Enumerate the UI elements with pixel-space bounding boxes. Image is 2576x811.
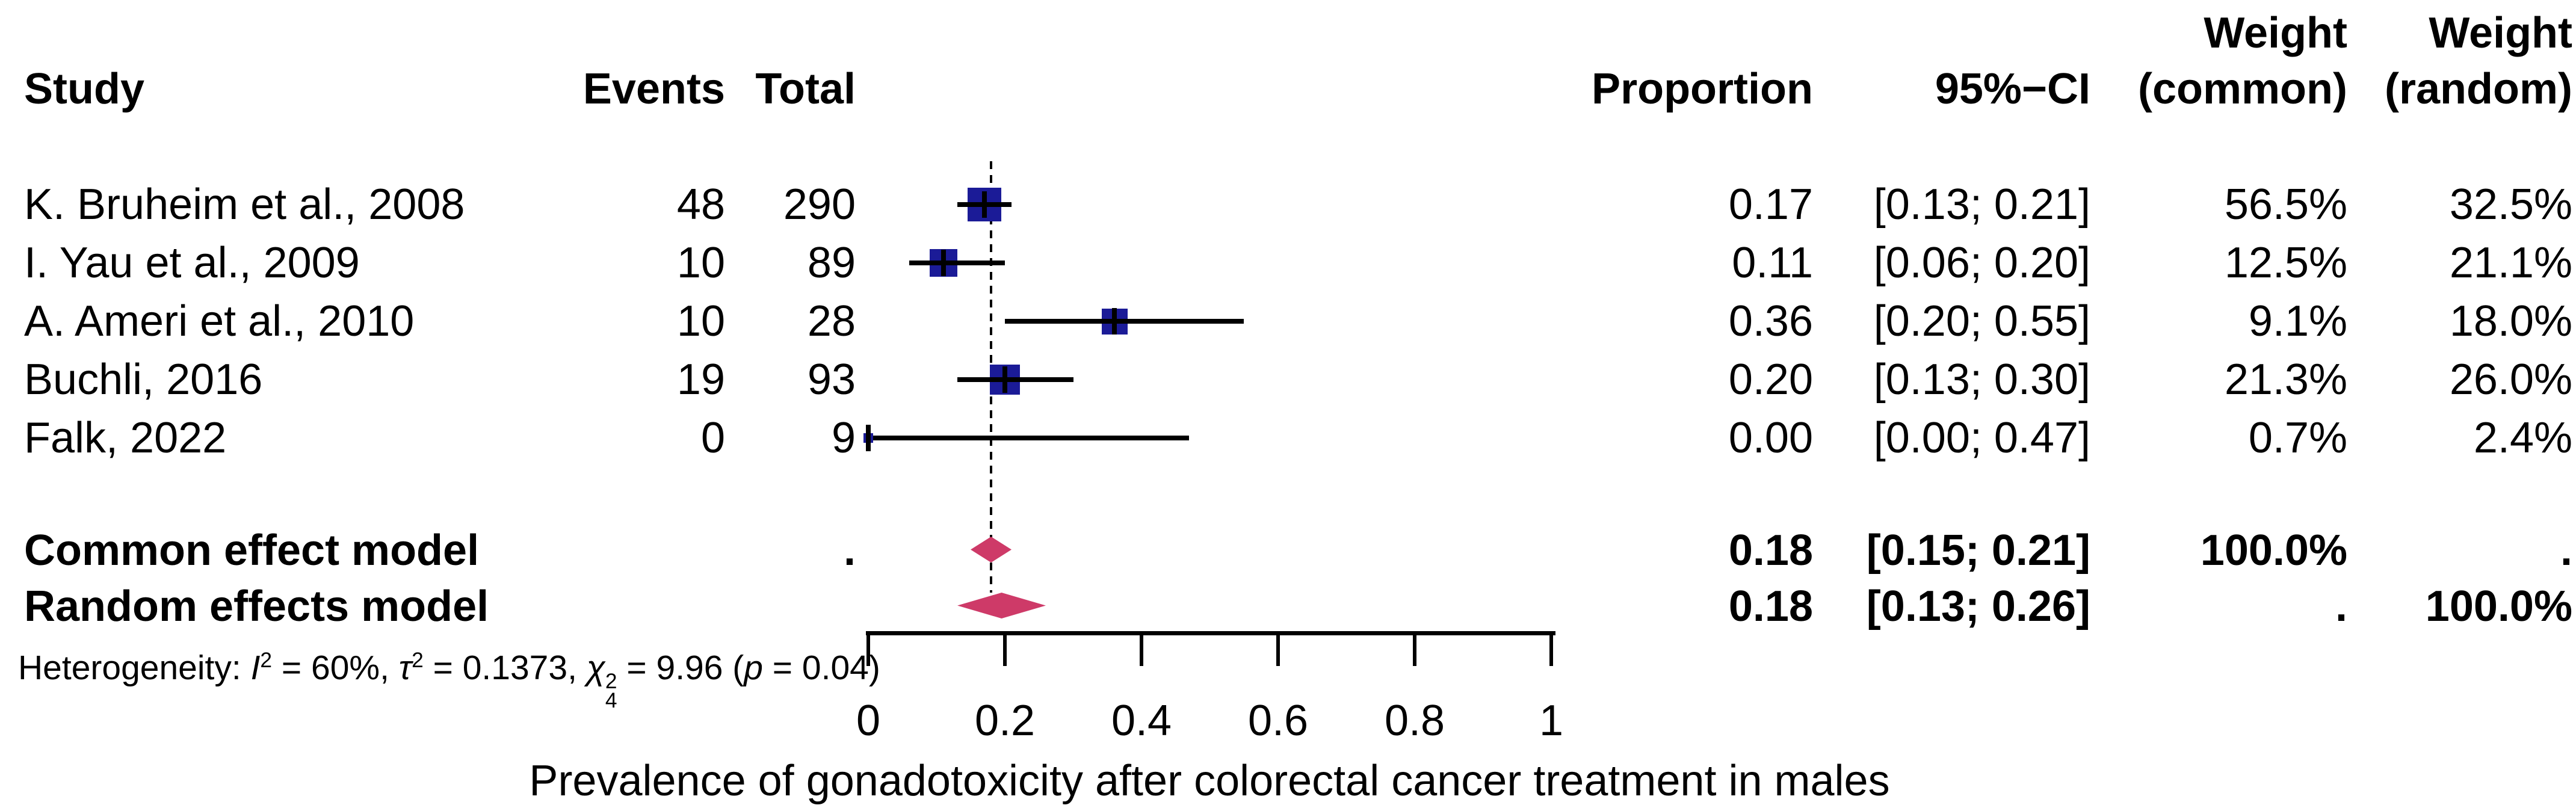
x-axis-tick xyxy=(1276,631,1280,666)
het-i-sup: 2 xyxy=(260,649,273,672)
study-ci: [0.06; 0.20] xyxy=(1873,239,2090,287)
study-weight-common: 9.1% xyxy=(2248,297,2347,345)
estimate-tick xyxy=(982,191,987,218)
het-seg2: = 0.1373, xyxy=(423,649,587,687)
study-proportion: 0.11 xyxy=(1732,239,1813,287)
het-seg4: = 0.04) xyxy=(762,649,880,687)
study-ci: [0.13; 0.21] xyxy=(1873,180,2090,229)
common-effect-proportion: 0.18 xyxy=(1728,526,1813,575)
x-tick-label: 0.8 xyxy=(1384,697,1445,745)
study-proportion: 0.20 xyxy=(1728,356,1813,404)
study-weight-common: 21.3% xyxy=(2224,356,2347,404)
x-tick-label: 0.6 xyxy=(1247,697,1309,745)
x-axis-tick xyxy=(1549,631,1553,666)
study-ci: [0.00; 0.47] xyxy=(1873,414,2090,462)
study-weight-common: 56.5% xyxy=(2224,180,2347,229)
study-weight-random: 21.1% xyxy=(2449,239,2572,287)
random-effects-ci: [0.13; 0.26] xyxy=(1866,582,2090,631)
ci-line-overlay xyxy=(1005,319,1244,324)
het-i-symbol: I xyxy=(250,649,261,687)
study-events: 10 xyxy=(676,239,725,287)
study-total: 290 xyxy=(783,180,856,229)
study-weight-common: 12.5% xyxy=(2224,239,2347,287)
study-proportion: 0.17 xyxy=(1728,180,1813,229)
estimate-tick xyxy=(1112,308,1117,335)
study-total: 28 xyxy=(807,297,856,345)
common-effect-ci: [0.15; 0.21] xyxy=(1866,526,2090,575)
study-events: 0 xyxy=(700,414,725,462)
estimate-tick xyxy=(866,425,871,451)
study-total: 89 xyxy=(807,239,856,287)
x-tick-label: 0 xyxy=(856,697,881,745)
common-effect-weight-random: . xyxy=(2560,526,2572,575)
study-label: Buchli, 2016 xyxy=(24,356,263,404)
study-ci: [0.13; 0.30] xyxy=(1873,356,2090,404)
study-weight-random: 32.5% xyxy=(2449,180,2572,229)
x-axis-tick xyxy=(866,631,870,666)
study-events: 48 xyxy=(676,180,725,229)
header-weight-common-bottom: (common) xyxy=(2138,65,2347,113)
study-proportion: 0.00 xyxy=(1728,414,1813,462)
study-weight-common: 0.7% xyxy=(2248,414,2347,462)
study-label: A. Ameri et al., 2010 xyxy=(24,297,415,345)
study-events: 19 xyxy=(676,356,725,404)
study-label: Falk, 2022 xyxy=(24,414,227,462)
header-ci: 95%−CI xyxy=(1935,65,2090,113)
ci-line-overlay xyxy=(957,377,1073,382)
het-seg3: = 9.96 ( xyxy=(617,649,744,687)
header-proportion: Proportion xyxy=(1592,65,1813,113)
x-tick-label: 0.4 xyxy=(1111,697,1172,745)
study-label: I. Yau et al., 2009 xyxy=(24,239,360,287)
x-axis-tick xyxy=(1140,631,1143,666)
common-effect-label: Common effect model xyxy=(24,526,480,575)
x-tick-label: 1 xyxy=(1539,697,1564,745)
header-study: Study xyxy=(24,65,145,113)
study-weight-random: 18.0% xyxy=(2449,297,2572,345)
estimate-tick xyxy=(941,250,946,276)
study-events: 10 xyxy=(676,297,725,345)
x-axis-tick xyxy=(1413,631,1416,666)
x-axis-line xyxy=(866,631,1555,635)
het-tau-sup: 2 xyxy=(412,649,424,672)
header-weight-random-top: Weight xyxy=(2429,9,2572,57)
study-ci: [0.20; 0.55] xyxy=(1873,297,2090,345)
random-effects-weight-random: 100.0% xyxy=(2425,582,2572,631)
study-label: K. Bruheim et al., 2008 xyxy=(24,180,465,229)
het-p-symbol: p xyxy=(744,649,763,687)
het-prefix: Heterogeneity: xyxy=(18,649,251,687)
x-tick-label: 0.2 xyxy=(974,697,1036,745)
het-seg1: = 60%, xyxy=(272,649,399,687)
study-total: 9 xyxy=(831,414,856,462)
study-weight-random: 2.4% xyxy=(2473,414,2572,462)
random-effects-label: Random effects model xyxy=(24,582,489,631)
header-total: Total xyxy=(755,65,856,113)
study-weight-random: 26.0% xyxy=(2449,356,2572,404)
study-proportion: 0.36 xyxy=(1728,297,1813,345)
random-effects-weight-common: . xyxy=(2335,582,2347,631)
common-effect-total: . xyxy=(843,526,856,575)
random-effects-diamond xyxy=(957,593,1046,618)
common-effect-weight-common: 100.0% xyxy=(2200,526,2347,575)
het-chi-sub: 4 xyxy=(605,689,617,713)
random-effects-proportion: 0.18 xyxy=(1728,582,1813,631)
common-effect-diamond xyxy=(971,537,1012,563)
x-axis-tick xyxy=(1003,631,1007,666)
het-tau-symbol: τ xyxy=(398,649,412,687)
het-chi-symbol: χ xyxy=(586,649,605,687)
ci-line xyxy=(868,436,1189,440)
x-axis-title: Prevalence of gonadotoxicity after color… xyxy=(529,757,1890,805)
estimate-tick xyxy=(1002,366,1007,393)
ci-line-overlay xyxy=(909,261,1005,265)
study-total: 93 xyxy=(807,356,856,404)
header-weight-common-top: Weight xyxy=(2204,9,2347,57)
header-events: Events xyxy=(582,65,725,113)
header-weight-random-bottom: (random) xyxy=(2385,65,2572,113)
het-chi-sup: 2 xyxy=(605,669,617,693)
